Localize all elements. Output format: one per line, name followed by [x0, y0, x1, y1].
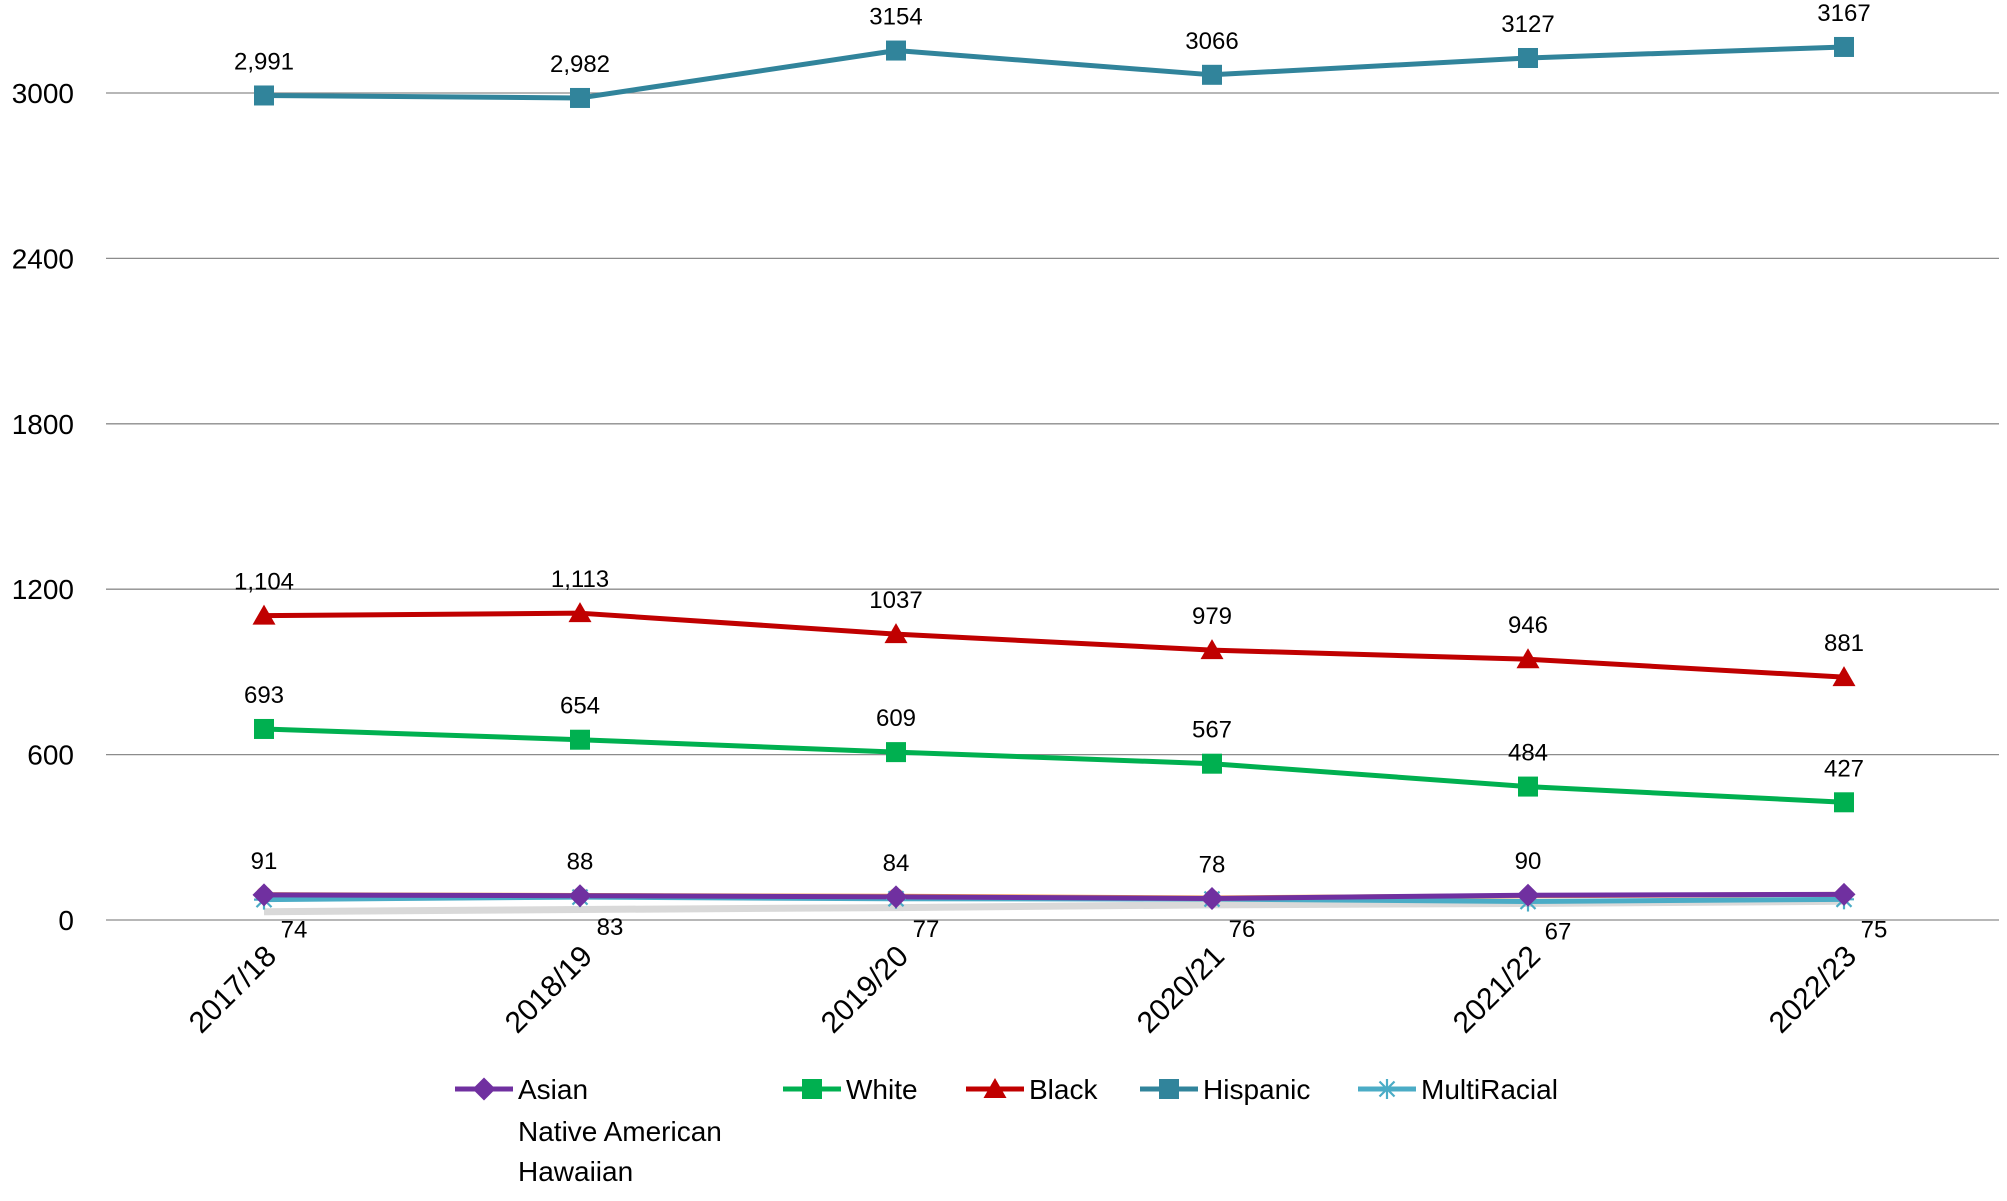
data-label-white: 427	[1824, 755, 1864, 782]
data-label-hispanic: 3066	[1185, 28, 1238, 55]
legend-label: Native American	[518, 1116, 722, 1147]
x-tick-label: 2020/21	[1131, 940, 1231, 1040]
marker-hispanic	[886, 40, 906, 61]
marker-white	[570, 729, 590, 750]
data-label-asian: 88	[567, 849, 594, 876]
data-label-black: 1,104	[234, 569, 294, 596]
series-line-white	[263, 726, 1845, 805]
marker-white	[1202, 753, 1222, 774]
marker-asian	[1832, 882, 1856, 906]
marker-hispanic	[570, 87, 590, 108]
data-label-hispanic: 3167	[1817, 0, 1870, 27]
data-label-hispanic: 2,982	[550, 51, 610, 78]
legend-item-multiracial: MultiRacial	[1358, 1074, 1558, 1105]
data-label-black: 1037	[869, 587, 922, 614]
data-label-asian: 91	[251, 848, 278, 875]
legend-label: Asian	[518, 1074, 588, 1105]
legend-marker-white	[802, 1079, 822, 1099]
data-label-asian: 90	[1515, 848, 1542, 875]
legend-marker-asian	[472, 1077, 496, 1101]
data-label-black: 881	[1824, 630, 1864, 657]
x-tick-label: 2017/18	[183, 940, 283, 1040]
data-label-multiracial: 75	[1861, 916, 1888, 943]
data-label-hispanic: 2,991	[234, 48, 294, 75]
marker-black	[1516, 648, 1540, 669]
data-label-black: 1,113	[551, 566, 609, 593]
legend-label: Hispanic	[1203, 1074, 1310, 1105]
marker-asian	[252, 883, 276, 907]
marker-asian	[884, 885, 908, 909]
series-line-asian	[263, 891, 1845, 901]
legend: Asian White Black Hispanic MultiRacial Native…	[455, 1074, 1558, 1187]
legend-item-hispanic: Hispanic	[1140, 1074, 1310, 1105]
marker-white	[254, 718, 274, 739]
data-label-multiracial: 76	[1229, 916, 1256, 943]
data-label-hispanic: 3154	[869, 4, 922, 31]
marker-black	[568, 602, 592, 623]
legend-label: Hawaiian	[518, 1156, 633, 1187]
data-label-white: 693	[244, 682, 284, 709]
legend-marker-hispanic	[1159, 1079, 1179, 1099]
legend-item-black: Black	[966, 1074, 1098, 1105]
marker-hispanic	[1202, 64, 1222, 85]
series-line-hispanic	[263, 44, 1845, 101]
marker-hispanic	[1834, 36, 1854, 57]
data-label-multiracial: 83	[597, 914, 624, 941]
marker-asian	[1516, 883, 1540, 907]
legend-label: MultiRacial	[1421, 1074, 1558, 1105]
x-tick-label: 2018/19	[499, 940, 599, 1040]
marker-asian	[568, 884, 592, 908]
y-tick-label: 2400	[12, 243, 74, 274]
data-label-black: 979	[1192, 603, 1232, 630]
marker-hispanic	[1518, 47, 1538, 68]
series-markers	[252, 36, 1856, 912]
data-label-hispanic: 3127	[1501, 11, 1554, 38]
x-tick-label: 2022/23	[1763, 940, 1863, 1040]
y-tick-label: 3000	[12, 78, 74, 109]
data-label-multiracial: 74	[281, 917, 308, 944]
marker-hispanic	[254, 85, 274, 106]
marker-white	[1518, 776, 1538, 797]
legend-item-native-american: Native American	[518, 1116, 722, 1147]
marker-white	[886, 742, 906, 763]
x-tick-label: 2019/20	[815, 940, 915, 1040]
legend-marker-black	[983, 1078, 1007, 1098]
data-label-white: 567	[1192, 717, 1232, 744]
series-line-black	[263, 610, 1845, 680]
marker-black	[252, 604, 276, 625]
marker-black	[1200, 639, 1224, 660]
data-labels: 74 83 77 76 67 75 91 88 84 78 90 693 654 609 567 484 427…	[234, 0, 1887, 946]
y-axis-ticks: 0 600 1200 1800 2400 3000	[12, 78, 74, 936]
marker-black	[1832, 666, 1856, 687]
y-tick-label: 1200	[12, 574, 74, 605]
y-tick-label: 600	[27, 740, 74, 771]
series-lines	[263, 44, 1845, 916]
legend-item-asian: Asian	[455, 1074, 588, 1105]
legend-marker-multiracial	[1377, 1079, 1397, 1099]
data-label-asian: 78	[1199, 851, 1226, 878]
gridlines	[106, 92, 1999, 921]
data-label-multiracial: 77	[913, 916, 940, 943]
legend-item-hawaiian: Hawaiian	[518, 1156, 633, 1187]
marker-black	[884, 623, 908, 644]
y-tick-label: 1800	[12, 409, 74, 440]
data-label-white: 609	[876, 705, 916, 732]
x-axis-ticks: 2017/18 2018/19 2019/20 2020/21 2021/22 2022/…	[183, 940, 1863, 1040]
legend-item-white: White	[783, 1074, 918, 1105]
data-label-white: 484	[1508, 740, 1548, 767]
data-label-white: 654	[560, 693, 600, 720]
legend-label: White	[846, 1074, 918, 1105]
data-label-asian: 84	[883, 850, 910, 877]
x-tick-label: 2021/22	[1447, 940, 1547, 1040]
data-label-black: 946	[1508, 612, 1548, 639]
data-label-multiracial: 67	[1545, 919, 1572, 946]
legend-label: Black	[1029, 1074, 1098, 1105]
y-tick-label: 0	[58, 905, 74, 936]
marker-asian	[1200, 886, 1224, 910]
marker-white	[1834, 792, 1854, 813]
